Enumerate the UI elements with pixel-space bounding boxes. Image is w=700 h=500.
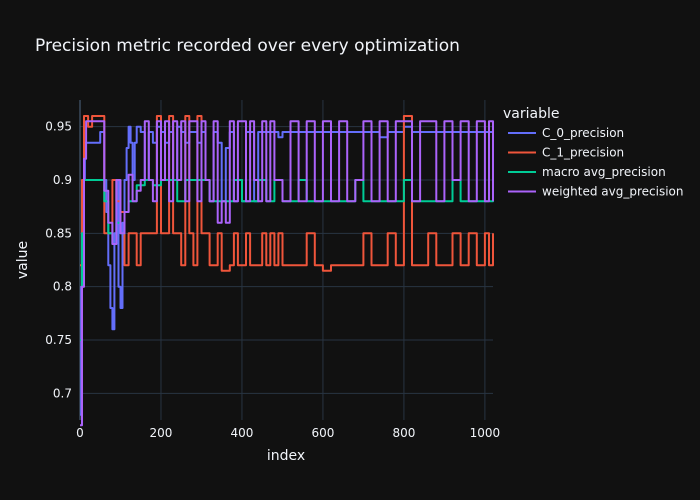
y-tick-label: 0.8 [53, 280, 72, 294]
x-tick-label: 800 [392, 426, 415, 440]
y-tick-label: 0.95 [45, 120, 72, 134]
y-axis: 0.7 0.75 0.8 0.85 0.9 0.95 [45, 120, 72, 401]
legend-title: variable [503, 106, 559, 122]
legend-item-label[interactable]: C_1_precision [542, 146, 624, 160]
legend-item-label[interactable]: C_0_precision [542, 126, 624, 140]
x-tick-label: 600 [311, 426, 334, 440]
plot-background [80, 100, 493, 420]
x-tick-label: 0 [76, 426, 84, 440]
series-line-c-1-precision [80, 115, 494, 272]
plot-area [79, 100, 493, 420]
chart-title: Precision metric recorded over every opt… [35, 36, 460, 56]
x-tick-label: 400 [231, 426, 254, 440]
y-tick-label: 0.7 [53, 386, 72, 400]
y-tick-label: 0.9 [53, 173, 72, 187]
series-line-weighted-avg-precision [80, 120, 494, 427]
x-axis: 0 200 400 600 800 1000 [76, 426, 500, 440]
x-tick-label: 1000 [470, 426, 501, 440]
x-tick-label: 200 [150, 426, 173, 440]
series-layer [80, 115, 494, 427]
y-axis-title: value [15, 241, 31, 279]
legend-item-label[interactable]: weighted avg_precision [542, 185, 683, 199]
legend-item-label[interactable]: macro avg_precision [542, 165, 666, 179]
y-tick-label: 0.75 [45, 333, 72, 347]
legend: variable C_0_precision C_1_precisionmacro… [503, 106, 683, 199]
x-axis-title: index [267, 448, 305, 464]
y-tick-label: 0.85 [45, 226, 72, 240]
